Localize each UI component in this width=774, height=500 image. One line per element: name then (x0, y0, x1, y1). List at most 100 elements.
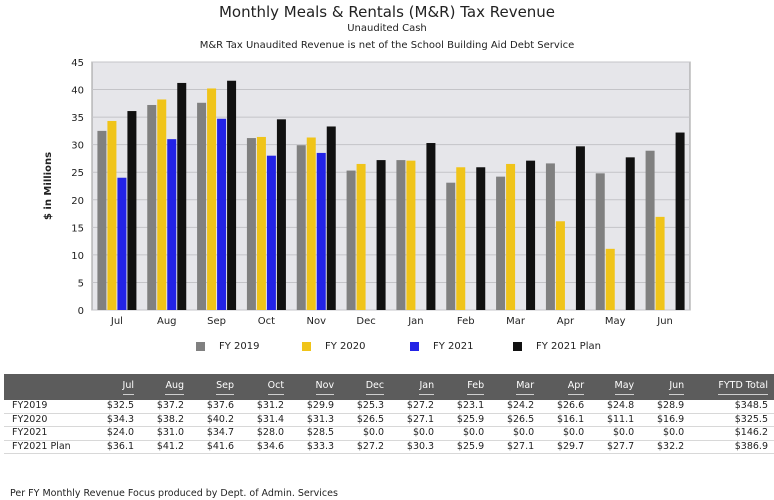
table-cell: $23.1 (440, 400, 491, 414)
table-cell: $34.3 (90, 413, 141, 427)
y-tick-label: 0 (78, 306, 84, 317)
bar-fy-2019 (296, 145, 306, 310)
table-cell: $29.7 (540, 440, 591, 454)
bar-fy-2020 (506, 163, 516, 310)
bar-fy-2019 (346, 170, 356, 310)
x-tick-label: Dec (356, 316, 375, 327)
bar-chart: 0 5 10 15 20 25 30 35 40 45 $ in Millions Jul Aug Sep… (43, 58, 691, 327)
y-tick-label: 25 (71, 168, 84, 179)
bar-fy-2021-plan (177, 82, 187, 310)
bar-fy-2021 (167, 139, 177, 310)
bar-fy-2021-plan (276, 119, 286, 310)
bar-fy-2021-plan (227, 80, 237, 310)
table-cell: $30.3 (390, 440, 441, 454)
table-cell: $26.5 (340, 413, 391, 427)
table-cell: $0.0 (440, 426, 491, 441)
table-column-header: FYTD Total (690, 374, 774, 400)
legend-item: FY 2021 Plan (513, 341, 601, 352)
bar-fy-2019 (246, 138, 256, 310)
bar-fy-2020 (356, 163, 366, 310)
table-cell: $38.2 (140, 413, 191, 427)
row-label: FY2021 Plan (4, 440, 90, 454)
table-cell: $27.2 (340, 440, 391, 454)
table-cell: $31.4 (240, 413, 291, 427)
table-column-header: Mar (490, 374, 541, 400)
legend-label: FY 2020 (325, 341, 366, 352)
table-row: FY2020 $34.3 $38.2 $40.2 $31.4 $31.3 $26.5 $27.… (4, 413, 774, 427)
x-tick-label: Jun (656, 316, 673, 327)
table-cell: $41.2 (140, 440, 191, 454)
table-cell: $34.6 (240, 440, 291, 454)
y-tick-label: 30 (71, 141, 84, 152)
bar-fy-2021-plan (625, 157, 635, 310)
y-axis-label: $ in Millions (43, 152, 54, 220)
y-tick-label: 40 (71, 86, 84, 97)
bar-fy-2021-plan (426, 143, 436, 310)
bar-fy-2021-plan (476, 167, 486, 310)
x-tick-label: Aug (157, 316, 177, 327)
bar-fy-2021-plan (575, 146, 585, 310)
x-tick-label: Jul (110, 316, 123, 327)
x-tick-label: Mar (506, 316, 526, 327)
table-cell: $25.3 (340, 400, 391, 414)
bar-fy-2019 (446, 182, 456, 310)
table-cell: $31.3 (290, 413, 341, 427)
table-column-header: Feb (440, 374, 491, 400)
table-column-header: Oct (240, 374, 291, 400)
table-cell: $25.9 (440, 413, 491, 427)
table-column-header: Sep (190, 374, 241, 400)
table-column-header: Nov (290, 374, 341, 400)
table-cell: $348.5 (690, 400, 774, 414)
table-cell: $28.9 (640, 400, 691, 414)
legend-swatch (196, 342, 205, 351)
table-row: FY2021 Plan $36.1 $41.2 $41.6 $34.6 $33.3 $27.… (4, 440, 774, 454)
chart-note: M&R Tax Unaudited Revenue is net of the … (199, 40, 575, 51)
table-column-header: Jun (640, 374, 691, 400)
footer-note: Per FY Monthly Revenue Focus produced by… (10, 488, 338, 499)
legend-item: FY 2020 (302, 341, 366, 352)
bar-fy-2019 (595, 173, 605, 310)
x-tick-label: Apr (557, 316, 575, 327)
legend-label: FY 2021 (433, 341, 474, 352)
table-cell: $26.6 (540, 400, 591, 414)
bar-fy-2021 (117, 177, 127, 310)
chart-subtitle: Unaudited Cash (347, 23, 427, 34)
table-corner (4, 374, 90, 400)
legend-swatch (302, 342, 311, 351)
bar-fy-2021 (316, 152, 326, 310)
table-cell: $34.7 (190, 426, 241, 441)
bar-fy-2019 (396, 160, 406, 310)
table-cell: $0.0 (390, 426, 441, 441)
y-tick-label: 5 (78, 278, 84, 289)
bar-fy-2020 (157, 99, 167, 310)
x-tick-label: Sep (207, 316, 226, 327)
y-tick-label: 15 (71, 223, 84, 234)
table-cell: $16.1 (540, 413, 591, 427)
table-cell: $31.2 (240, 400, 291, 414)
legend-item: FY 2019 (196, 341, 260, 352)
table-cell: $27.2 (390, 400, 441, 414)
table-column-header: Jan (390, 374, 441, 400)
table-cell: $40.2 (190, 413, 241, 427)
table-cell: $32.5 (90, 400, 141, 414)
bar-fy-2019 (496, 176, 506, 310)
x-tick-label: Oct (258, 316, 275, 327)
bar-fy-2020 (107, 120, 117, 310)
table-row: FY2021 $24.0 $31.0 $34.7 $28.0 $28.5 $0.0 $0.0 $… (4, 426, 774, 441)
table-cell: $33.3 (290, 440, 341, 454)
legend-label: FY 2021 Plan (536, 341, 601, 352)
table-cell: $37.2 (140, 400, 191, 414)
table-column-header: Apr (540, 374, 591, 400)
table-cell: $27.1 (390, 413, 441, 427)
legend-swatch (410, 342, 419, 351)
bar-fy-2020 (605, 248, 615, 310)
table-cell: $325.5 (690, 413, 774, 427)
y-tick-label: 20 (71, 196, 84, 207)
table-cell: $28.0 (240, 426, 291, 441)
table-cell: $146.2 (690, 426, 774, 441)
table-body: FY2019 $32.5 $37.2 $37.6 $31.2 $29.9 $25.3 $27.… (4, 400, 774, 454)
table-cell: $0.0 (590, 426, 641, 441)
table-cell: $24.0 (90, 426, 141, 441)
bar-fy-2020 (406, 160, 416, 310)
y-tick-label: 35 (71, 113, 84, 124)
